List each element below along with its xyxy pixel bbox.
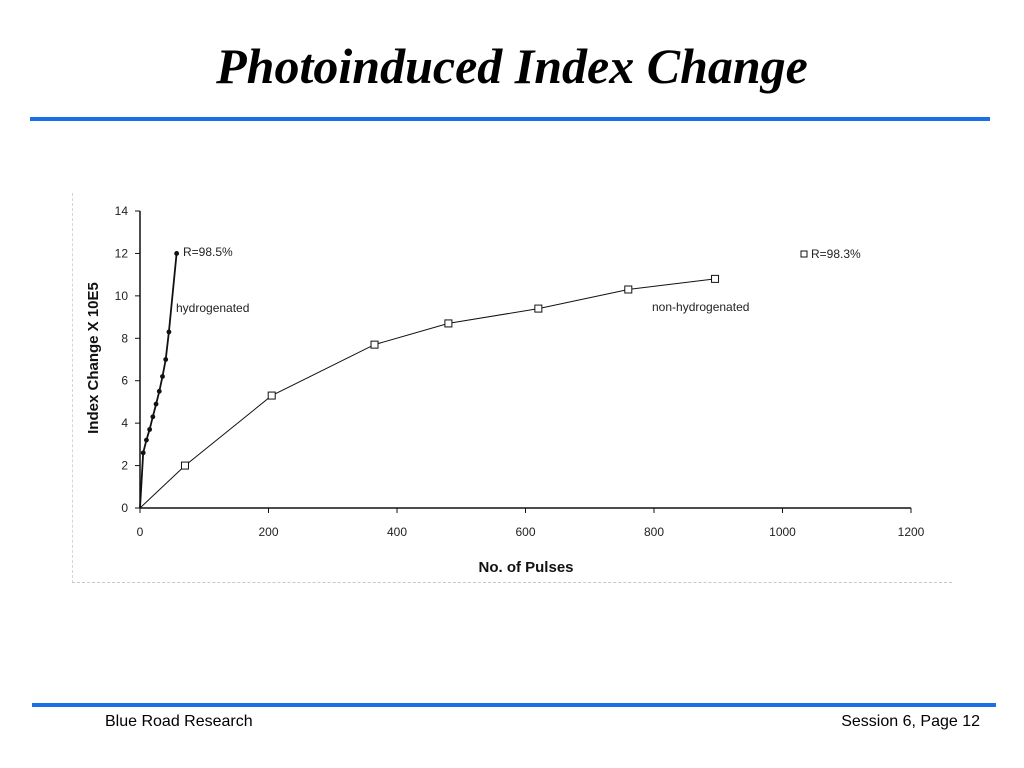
data-point-hydrogenated (153, 401, 159, 407)
y-tick-label: 2 (121, 459, 128, 473)
footer-page-number: Session 6, Page 12 (841, 713, 980, 730)
data-point-hydrogenated (144, 437, 149, 443)
data-point-hydrogenated (166, 329, 172, 335)
footer-divider (32, 703, 996, 707)
index-change-chart: 0 200 400 600 800 1000 1200 0 2 4 6 8 10 12 14 No. of… (85, 204, 925, 576)
y-tick-label: 6 (121, 374, 128, 388)
scanned-figure-area (72, 183, 952, 583)
series-line-0 (139, 253, 178, 509)
x-tick-label: 1000 (769, 525, 796, 539)
x-tick-label: 1200 (898, 525, 925, 539)
r-value-nonhydrogenated: R=98.3% (811, 247, 861, 261)
x-axis-title: No. of Pulses (478, 559, 573, 576)
data-point-nonhydrogenated (267, 391, 276, 400)
legend-square-icon (800, 250, 808, 258)
series-markers (140, 251, 720, 470)
series-label-hydrogenated: hydrogenated (176, 301, 249, 315)
data-point-hydrogenated (156, 388, 162, 394)
data-point-hydrogenated (140, 450, 146, 456)
x-tick-label: 600 (515, 525, 535, 539)
data-point-hydrogenated (150, 414, 156, 420)
data-point-nonhydrogenated (370, 340, 379, 349)
data-point-nonhydrogenated (180, 461, 189, 470)
data-point-nonhydrogenated (444, 319, 453, 328)
y-tick-label: 0 (121, 501, 128, 515)
x-tick-label: 800 (644, 525, 664, 539)
r-value-hydrogenated: R=98.5% (183, 245, 233, 259)
scan-border-bottom (72, 582, 952, 583)
series-label-nonhydrogenated: non-hydrogenated (652, 300, 749, 314)
title-divider (30, 117, 990, 121)
series-line-1 (139, 278, 716, 509)
y-axis-title: Index Change X 10E5 (85, 282, 102, 434)
data-point-nonhydrogenated (534, 304, 543, 313)
x-tick-label: 400 (387, 525, 407, 539)
chart-axes (139, 211, 911, 509)
data-point-nonhydrogenated (624, 285, 633, 294)
y-axis-ticks: 0 2 4 6 8 10 12 14 (115, 204, 140, 515)
y-tick-label: 8 (121, 331, 128, 345)
x-tick-label: 0 (137, 525, 144, 539)
data-point-hydrogenated (160, 374, 165, 379)
x-tick-label: 200 (258, 525, 278, 539)
data-point-nonhydrogenated (711, 274, 720, 283)
y-tick-label: 14 (115, 204, 129, 218)
y-tick-label: 10 (115, 289, 129, 303)
data-point-hydrogenated (163, 357, 169, 362)
slide-title: Photoinduced Index Change (216, 38, 808, 94)
x-axis-ticks: 0 200 400 600 800 1000 1200 (137, 508, 925, 539)
footer-company: Blue Road Research (105, 713, 253, 730)
y-tick-label: 12 (115, 246, 129, 260)
data-point-hydrogenated (174, 251, 180, 256)
y-tick-label: 4 (121, 416, 128, 430)
scan-border-left (72, 193, 73, 583)
data-point-hydrogenated (147, 427, 153, 432)
